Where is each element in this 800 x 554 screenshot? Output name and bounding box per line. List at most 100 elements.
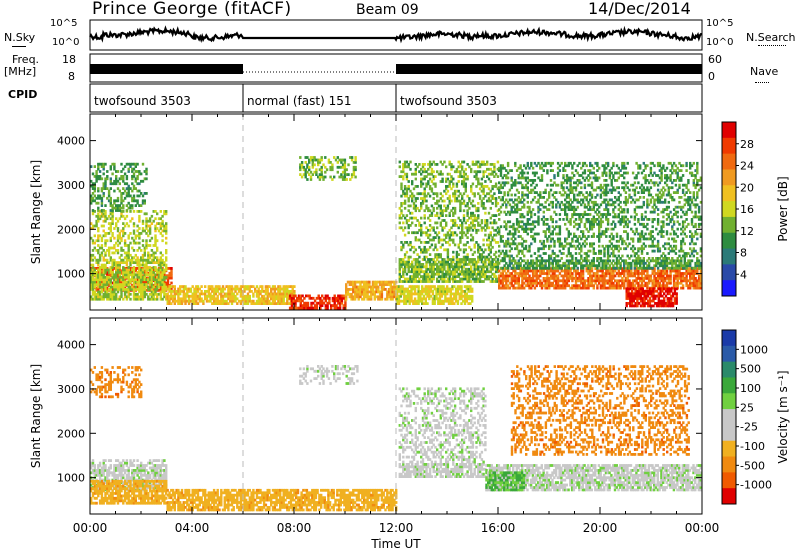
range-gate-cell bbox=[592, 274, 595, 278]
range-gate-cell bbox=[672, 279, 676, 283]
range-gate-cell bbox=[455, 185, 459, 188]
range-gate-cell bbox=[419, 290, 422, 293]
range-gate-cell bbox=[674, 281, 678, 285]
range-gate-cell bbox=[138, 283, 141, 286]
range-gate-cell bbox=[486, 185, 489, 188]
range-gate-cell bbox=[418, 267, 421, 271]
range-gate-cell bbox=[156, 297, 159, 301]
range-gate-cell bbox=[455, 197, 459, 200]
range-gate-cell bbox=[637, 269, 640, 273]
range-gate-cell bbox=[459, 236, 462, 239]
range-gate-cell bbox=[653, 274, 656, 278]
range-gate-cell bbox=[517, 181, 520, 185]
range-gate-cell bbox=[248, 287, 251, 291]
range-gate-cell bbox=[104, 179, 107, 183]
range-gate-cell bbox=[129, 165, 132, 168]
range-gate-cell bbox=[120, 261, 123, 264]
range-gate-cell bbox=[90, 273, 93, 277]
range-gate-cell bbox=[431, 299, 435, 303]
range-gate-cell bbox=[475, 185, 478, 188]
range-gate-cell bbox=[462, 258, 466, 261]
range-gate-cell bbox=[91, 249, 95, 252]
range-gate-cell bbox=[451, 297, 454, 301]
range-gate-cell bbox=[268, 285, 271, 288]
range-gate-cell bbox=[294, 299, 297, 303]
range-gate-cell bbox=[98, 295, 102, 299]
range-gate-cell bbox=[90, 288, 93, 291]
range-gate-cell bbox=[473, 272, 476, 276]
range-gate-cell bbox=[310, 304, 313, 307]
range-gate-cell bbox=[459, 204, 462, 208]
range-gate-cell bbox=[145, 222, 148, 225]
range-gate-cell bbox=[140, 290, 143, 294]
range-gate-cell bbox=[612, 286, 615, 290]
range-gate-cell bbox=[131, 271, 134, 275]
range-gate-cell bbox=[517, 286, 520, 290]
range-gate-cell bbox=[343, 161, 347, 164]
range-gate-cell bbox=[457, 260, 460, 264]
range-gate-cell bbox=[134, 292, 137, 296]
range-gate-cell bbox=[91, 288, 95, 291]
range-gate-cell bbox=[514, 164, 517, 168]
range-gate-cell bbox=[152, 295, 155, 299]
range-gate-cell bbox=[521, 171, 524, 175]
range-gate-cell bbox=[327, 158, 331, 162]
range-gate-cell bbox=[111, 234, 114, 238]
range-gate-cell bbox=[123, 290, 127, 294]
range-gate-cell bbox=[157, 280, 161, 284]
range-gate-cell bbox=[471, 182, 475, 186]
range-gate-cell bbox=[494, 250, 498, 254]
range-gate-cell bbox=[116, 204, 120, 207]
range-gate-cell bbox=[424, 292, 427, 296]
range-gate-cell bbox=[106, 249, 109, 252]
range-gate-cell bbox=[501, 198, 504, 202]
range-gate-cell bbox=[445, 214, 448, 217]
range-gate-cell bbox=[555, 284, 558, 288]
range-gate-cell bbox=[421, 302, 424, 305]
range-gate-cell bbox=[510, 266, 513, 270]
range-gate-cell bbox=[461, 221, 464, 225]
range-gate-cell bbox=[402, 189, 405, 193]
range-gate-cell bbox=[432, 267, 435, 271]
range-gate-cell bbox=[315, 304, 319, 307]
range-gate-cell bbox=[134, 199, 137, 203]
range-gate-cell bbox=[589, 277, 592, 280]
range-gate-cell bbox=[531, 269, 535, 273]
range-gate-cell bbox=[692, 269, 695, 273]
range-gate-cell bbox=[406, 299, 410, 303]
range-gate-cell bbox=[93, 165, 96, 168]
range-gate-cell bbox=[402, 202, 405, 205]
range-gate-cell bbox=[612, 274, 615, 278]
range-gate-cell bbox=[623, 286, 626, 290]
range-gate-cell bbox=[418, 265, 421, 269]
range-gate-cell bbox=[501, 272, 504, 275]
range-gate-cell bbox=[680, 267, 683, 270]
range-gate-cell bbox=[660, 274, 663, 278]
range-gate-cell bbox=[229, 294, 232, 298]
range-gate-cell bbox=[535, 269, 538, 273]
range-gate-cell bbox=[338, 299, 342, 303]
range-gate-cell bbox=[337, 306, 340, 310]
range-gate-cell bbox=[161, 234, 164, 238]
range-gate-cell bbox=[136, 234, 139, 238]
range-gate-cell bbox=[446, 250, 450, 254]
range-gate-cell bbox=[428, 270, 432, 274]
range-gate-cell bbox=[97, 206, 100, 210]
range-gate-cell bbox=[109, 280, 112, 284]
range-gate-cell bbox=[140, 283, 143, 286]
range-gate-cell bbox=[159, 288, 162, 292]
range-gate-cell bbox=[412, 285, 415, 288]
range-gate-cell bbox=[470, 248, 473, 252]
range-gate-cell bbox=[434, 243, 437, 247]
range-gate-cell bbox=[528, 274, 531, 278]
range-gate-cell bbox=[113, 236, 116, 240]
range-gate-cell bbox=[459, 172, 462, 176]
range-gate-cell bbox=[499, 183, 503, 187]
range-gate-cell bbox=[100, 196, 104, 200]
range-gate-cell bbox=[517, 266, 520, 270]
range-gate-cell bbox=[489, 199, 492, 203]
range-gate-cell bbox=[165, 241, 168, 245]
range-gate-cell bbox=[612, 272, 615, 275]
range-gate-cell bbox=[421, 297, 424, 301]
range-gate-cell bbox=[104, 210, 107, 213]
